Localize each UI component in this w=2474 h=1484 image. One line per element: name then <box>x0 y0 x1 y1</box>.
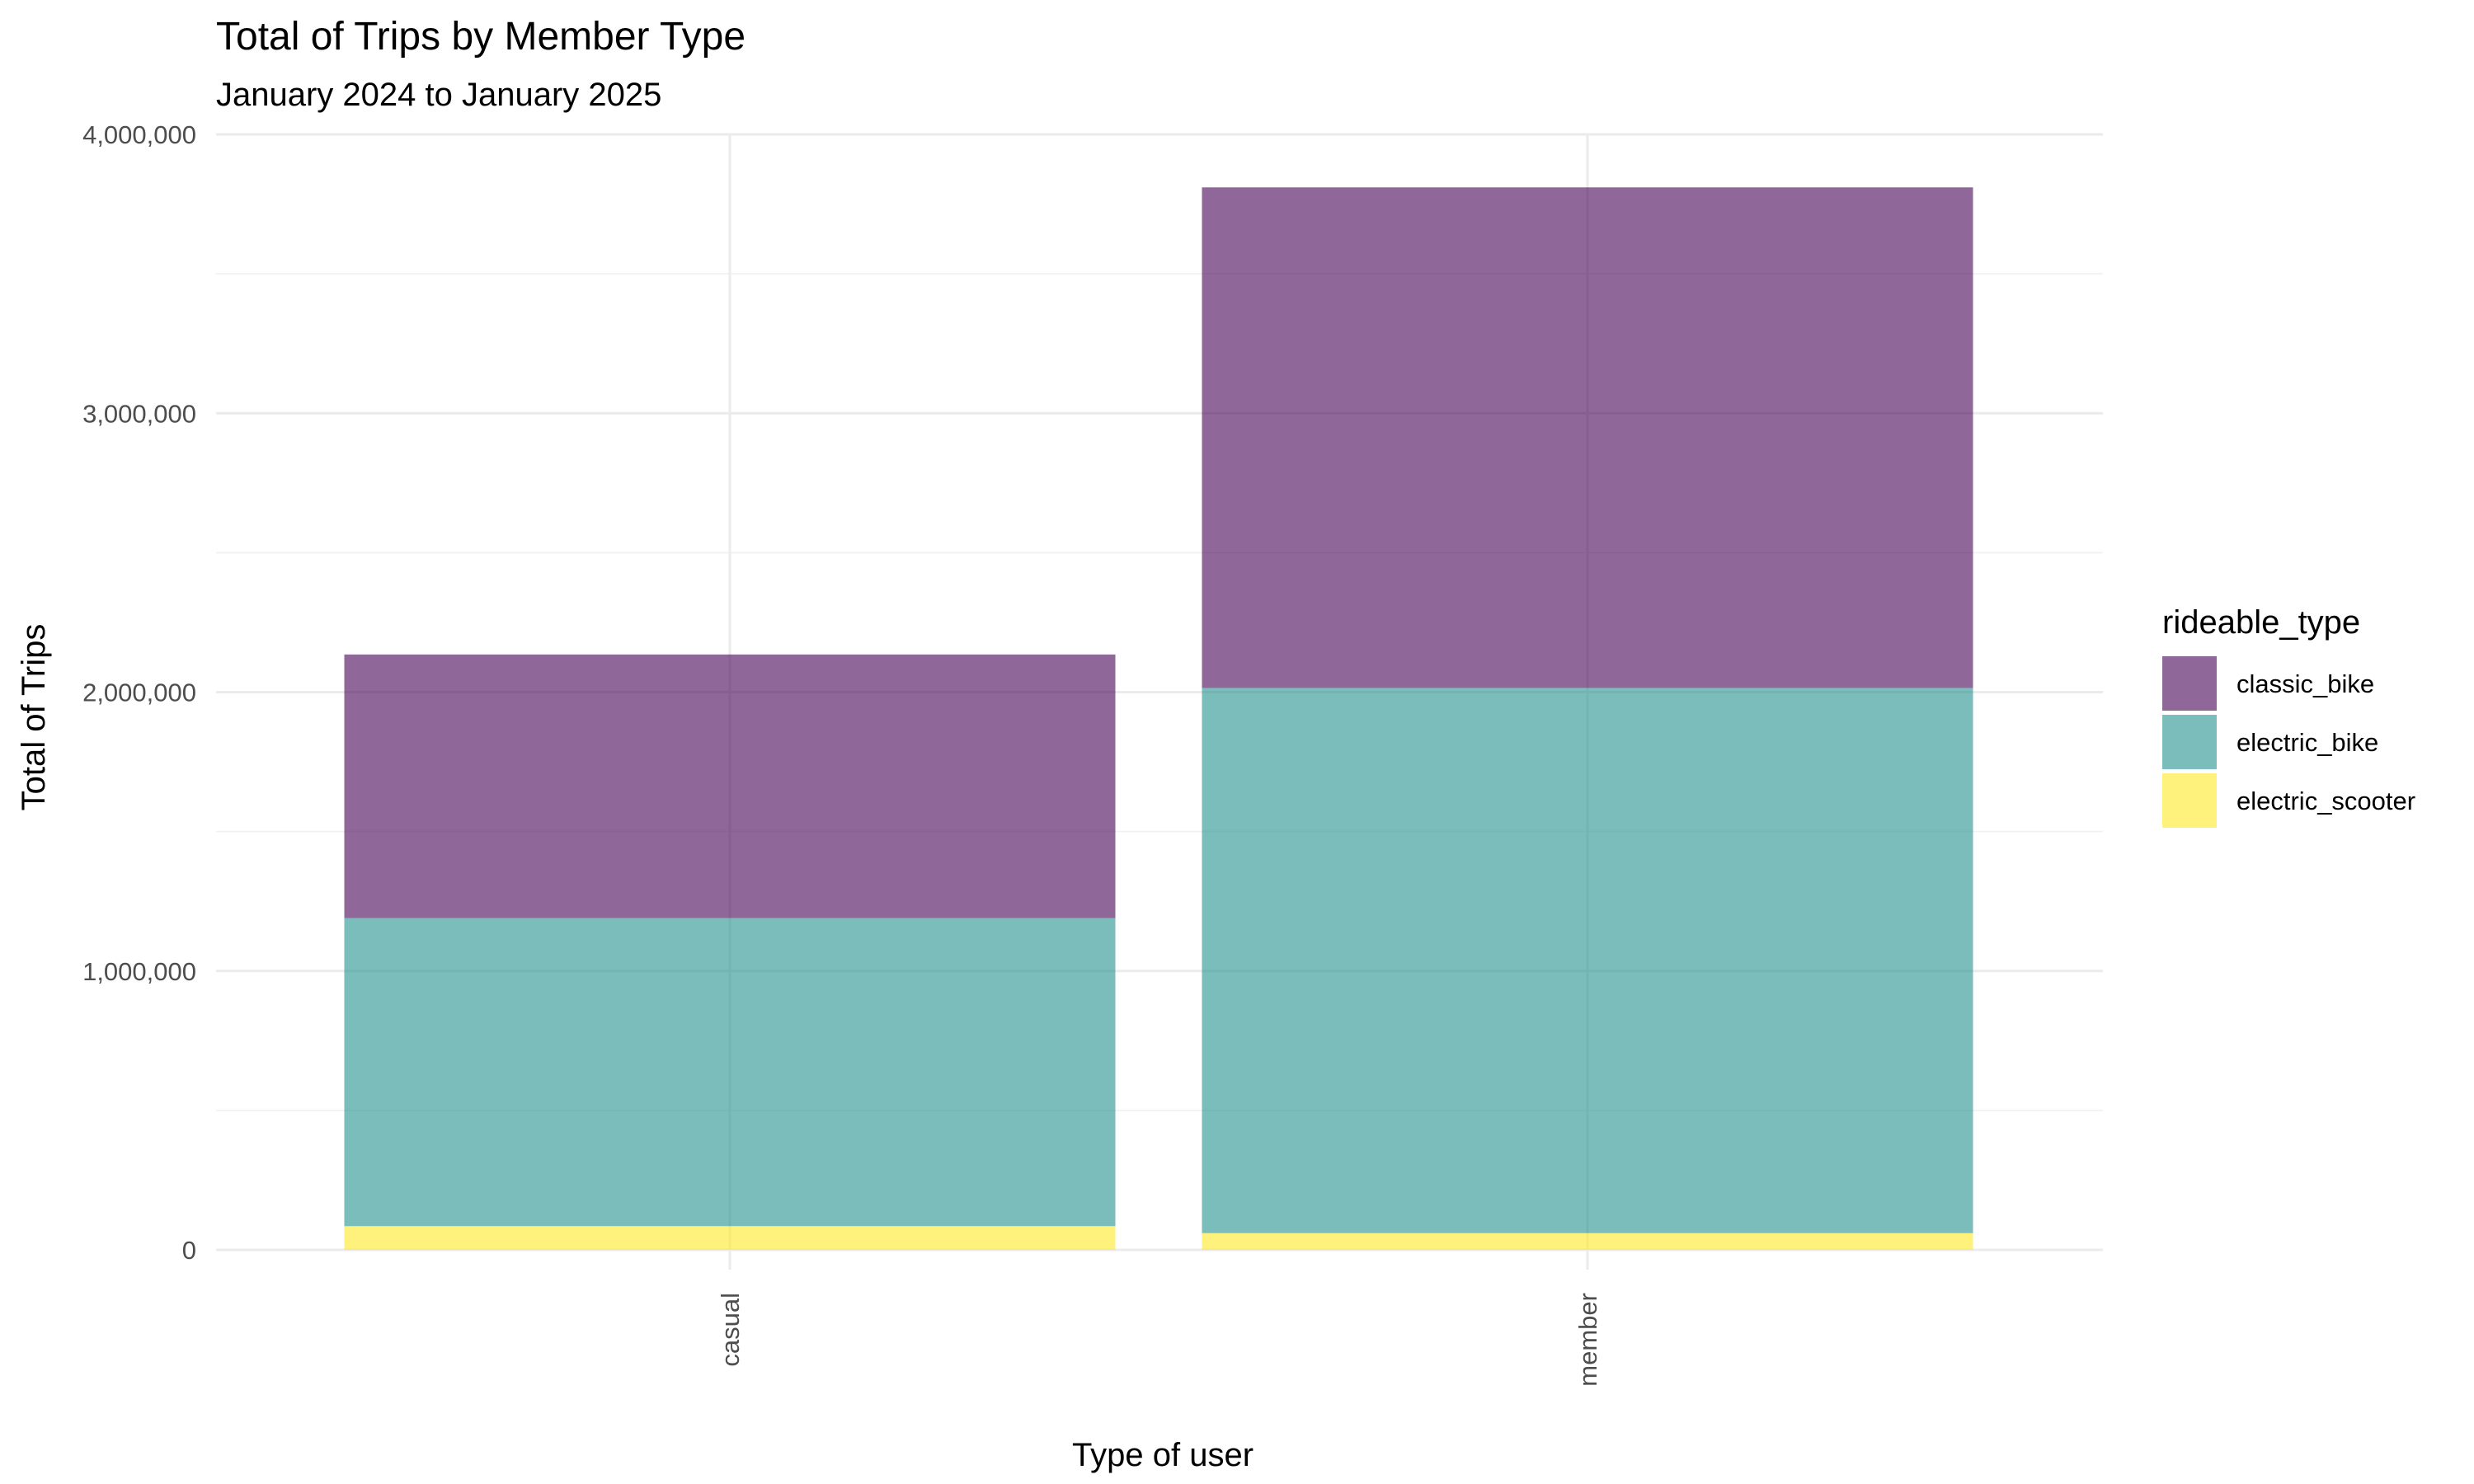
y-tick-label: 0 <box>182 1236 196 1265</box>
x-axis-ticks: casual member <box>716 1293 1602 1387</box>
x-tick-label-casual: casual <box>716 1293 745 1367</box>
legend-key-classic_bike <box>2162 656 2217 711</box>
legend-key-electric_scooter <box>2162 773 2217 828</box>
y-tick-label: 2,000,000 <box>82 679 196 707</box>
legend-key-electric_bike <box>2162 715 2217 769</box>
legend-title: rideable_type <box>2162 604 2360 641</box>
bar-casual-electric_scooter <box>344 1226 1116 1250</box>
y-tick-label: 1,000,000 <box>82 957 196 986</box>
y-tick-label: 3,000,000 <box>82 399 196 428</box>
bars <box>344 187 1973 1250</box>
bar-member-electric_bike <box>1202 688 1973 1233</box>
x-tick-label-member: member <box>1573 1293 1602 1387</box>
legend: rideable_type classic_bike electric_bikee… <box>2162 604 2415 828</box>
bar-member-classic_bike <box>1202 187 1973 688</box>
chart-subtitle: January 2024 to January 2025 <box>216 77 661 113</box>
legend-label-electric_bike: electric_bike <box>2236 728 2378 757</box>
bar-casual-classic_bike <box>344 654 1116 918</box>
x-axis-title: Type of user <box>1072 1437 1253 1473</box>
chart-title: Total of Trips by Member Type <box>216 15 745 59</box>
legend-label-classic_bike: classic_bike <box>2236 669 2374 698</box>
y-axis-ticks: 0 1,000,000 2,000,000 3,000,000 4,000,000 <box>82 120 196 1265</box>
legend-label-electric_scooter: electric_scooter <box>2236 787 2415 815</box>
bar-casual-electric_bike <box>344 918 1116 1227</box>
y-axis-title: Total of Trips <box>16 624 52 811</box>
bar-member-electric_scooter <box>1202 1233 1973 1250</box>
y-tick-label: 4,000,000 <box>82 120 196 149</box>
